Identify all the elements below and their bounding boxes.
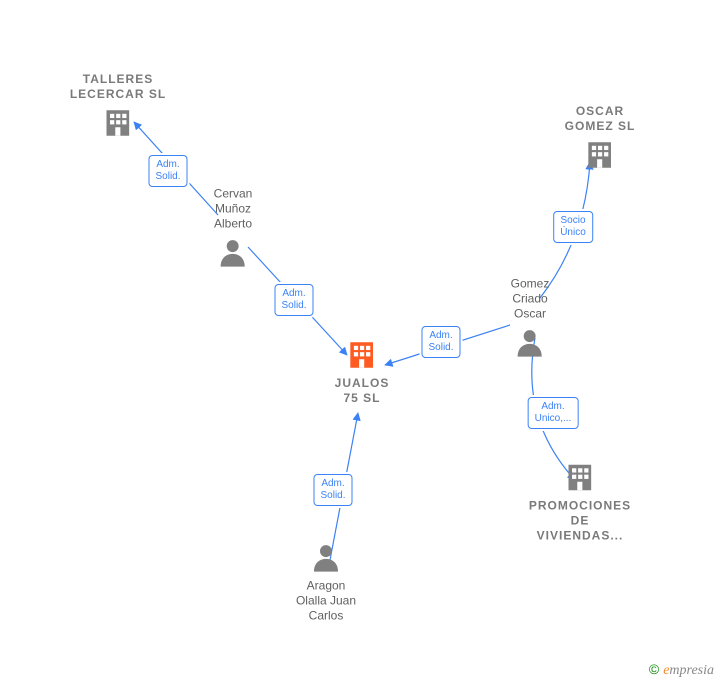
node-promociones[interactable]: PROMOCIONES DE VIVIENDAS... [529, 457, 631, 544]
edge-label: Adm. Solid. [421, 326, 460, 358]
node-talleres[interactable]: TALLERES LECERCAR SL [70, 72, 166, 144]
person-icon [296, 541, 356, 575]
edge-label: Adm. Solid. [274, 284, 313, 316]
node-label: Gomez Criado Oscar [511, 277, 550, 322]
building-icon [335, 338, 390, 372]
node-label: OSCAR GOMEZ SL [565, 104, 636, 134]
node-label: Cervan Muñoz Alberto [214, 187, 253, 232]
building-icon [70, 106, 166, 140]
edge-label: Adm. Solid. [148, 155, 187, 187]
node-cervan[interactable]: Cervan Muñoz Alberto [214, 187, 253, 274]
watermark-rest: mpresia [669, 663, 714, 678]
copyright-symbol: © [649, 661, 659, 677]
edge-label: Socio Único [553, 211, 593, 243]
building-icon [565, 138, 636, 172]
node-gomez[interactable]: Gomez Criado Oscar [511, 277, 550, 364]
node-label: PROMOCIONES DE VIVIENDAS... [529, 499, 631, 544]
node-aragon[interactable]: Aragon Olalla Juan Carlos [296, 537, 356, 624]
watermark: ©empresia [649, 661, 714, 679]
edge-label: Adm. Solid. [313, 474, 352, 506]
network-canvas: { "diagram": { "type": "network", "width… [0, 0, 728, 685]
edge-label: Adm. Unico,... [528, 397, 579, 429]
node-oscar_gomez_sl[interactable]: OSCAR GOMEZ SL [565, 104, 636, 176]
node-label: Aragon Olalla Juan Carlos [296, 579, 356, 624]
node-label: TALLERES LECERCAR SL [70, 72, 166, 102]
node-jualos[interactable]: JUALOS 75 SL [335, 334, 390, 406]
person-icon [511, 326, 550, 360]
building-icon [529, 461, 631, 495]
node-label: JUALOS 75 SL [335, 376, 390, 406]
person-icon [214, 236, 253, 270]
